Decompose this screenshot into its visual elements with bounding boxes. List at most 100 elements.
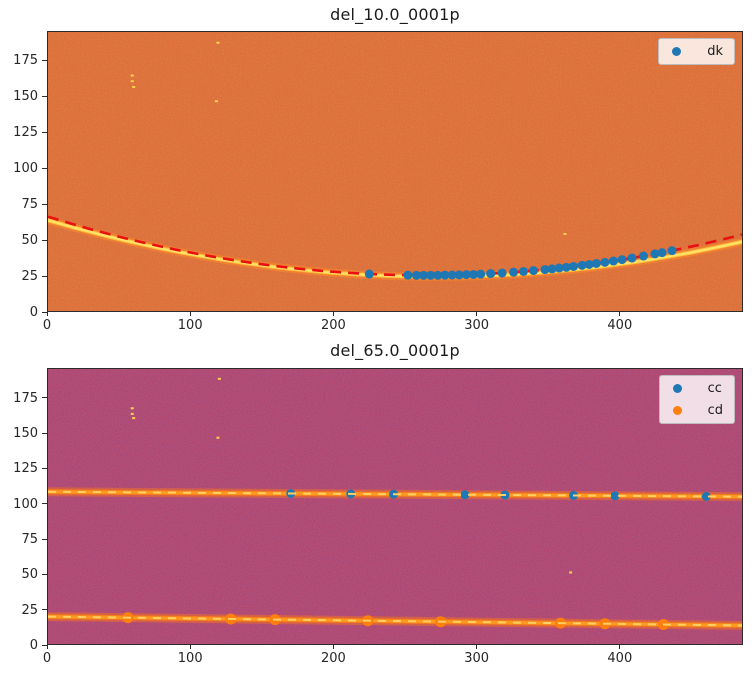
scatter-point-dk — [433, 270, 443, 280]
scatter-point-cc — [460, 490, 470, 500]
scatter-point-dk — [650, 249, 660, 259]
x-tick-mark — [189, 645, 191, 649]
band-dash-line — [48, 490, 742, 498]
speckle — [215, 100, 219, 103]
y-tick-label: 125 — [13, 125, 38, 141]
y-tick-label: 150 — [13, 89, 38, 105]
speckle — [132, 417, 136, 420]
scatter-point-dk — [469, 269, 479, 279]
legend-label: dk — [707, 44, 723, 59]
plot-canvas — [48, 32, 742, 311]
legend: cc cd — [658, 375, 735, 424]
scatter-point-dk — [403, 270, 413, 280]
y-tick-label: 75 — [21, 197, 38, 213]
y-tick-label: 50 — [21, 233, 38, 249]
scatter-point-dk — [426, 270, 436, 280]
scatter-point-dk — [476, 269, 486, 279]
x-tick-label: 0 — [42, 651, 52, 666]
speckle — [130, 80, 134, 83]
x-tick-mark — [619, 312, 621, 316]
x-tick-mark — [332, 645, 334, 649]
speckle — [217, 377, 221, 380]
scatter-point-dk — [364, 269, 374, 279]
scatter-point-dk — [638, 251, 648, 261]
y-tick-label: 0 — [29, 638, 38, 653]
plot-area-bottom: cc cd — [47, 368, 743, 645]
y-tick-label: 25 — [21, 602, 38, 618]
speckle — [216, 41, 220, 44]
scatter-point-dk — [577, 260, 587, 270]
speckle — [130, 407, 134, 410]
speckle — [130, 74, 134, 77]
scatter-point-dk — [657, 248, 667, 258]
x-tick-label: 400 — [607, 651, 633, 666]
speckle — [563, 232, 567, 235]
scatter-point-dk — [411, 270, 421, 280]
plot-title-bottom: del_65.0_0001p — [330, 341, 460, 360]
scatter-point-dk — [608, 256, 618, 266]
speckle — [130, 412, 134, 415]
x-tick-mark — [476, 312, 478, 316]
scatter-point-dk — [440, 270, 450, 280]
scatter-point-dk — [497, 268, 507, 278]
scatter-point-dk — [461, 270, 471, 280]
plot-area-top: dk — [47, 31, 743, 312]
x-tick-label: 0 — [42, 318, 52, 333]
y-tick-label: 25 — [21, 269, 38, 285]
scatter-point-cc — [701, 491, 711, 501]
scatter-point-dk — [540, 265, 550, 275]
x-tick-label: 100 — [177, 651, 203, 666]
x-tick-mark — [476, 645, 478, 649]
x-tick-mark — [332, 312, 334, 316]
scatter-point-dk — [617, 255, 627, 265]
y-tick-label: 100 — [13, 496, 38, 512]
legend-label: cc — [707, 381, 722, 396]
plot-background-noise — [48, 32, 742, 311]
x-tick-label: 200 — [320, 651, 346, 666]
legend: dk — [658, 38, 735, 65]
y-tick-label: 175 — [13, 390, 38, 406]
scatter-point-dk — [454, 270, 464, 280]
plot-background-noise — [48, 369, 742, 644]
band-dash-line — [48, 615, 742, 627]
y-tick-label: 0 — [29, 305, 38, 320]
x-tick-mark — [46, 312, 48, 316]
x-tick-label: 100 — [177, 318, 203, 333]
scatter-point-dk — [568, 261, 578, 271]
speckle — [132, 85, 136, 88]
scatter-point-dk — [509, 267, 519, 277]
legend-entry: cc — [672, 381, 723, 396]
scatter-point-dk — [486, 269, 496, 279]
y-tick-label: 150 — [13, 426, 38, 441]
plot-canvas — [48, 369, 742, 644]
y-tick-label: 75 — [21, 532, 38, 547]
x-tick-label: 400 — [607, 318, 633, 333]
scatter-point-dk — [584, 259, 594, 269]
legend-label: cd — [707, 403, 723, 418]
x-tick-label: 300 — [464, 651, 490, 666]
y-tick-label: 100 — [13, 161, 38, 177]
x-tick-label: 300 — [464, 318, 490, 333]
y-tick-label: 175 — [13, 53, 38, 69]
x-tick-mark — [46, 645, 48, 649]
legend-marker-icon — [672, 47, 682, 56]
scatter-point-dk — [561, 262, 571, 272]
scatter-point-dk — [519, 266, 529, 276]
scatter-point-dk — [600, 257, 610, 267]
y-tick-label: 125 — [13, 461, 38, 477]
scatter-point-dk — [627, 253, 637, 263]
x-tick-mark — [189, 312, 191, 316]
scatter-point-dk — [591, 258, 601, 268]
speckle — [569, 571, 573, 574]
x-tick-label: 200 — [320, 318, 346, 333]
scatter-point-dk — [547, 264, 557, 274]
scatter-point-dk — [529, 266, 539, 276]
scatter-point-dk — [447, 270, 457, 280]
legend-marker-icon — [672, 406, 682, 415]
legend-entry: dk — [672, 45, 723, 58]
plot-title-top: del_10.0_0001p — [330, 5, 460, 24]
legend-marker-icon — [672, 384, 682, 393]
x-tick-mark — [619, 645, 621, 649]
scatter-point-dk — [419, 270, 429, 280]
